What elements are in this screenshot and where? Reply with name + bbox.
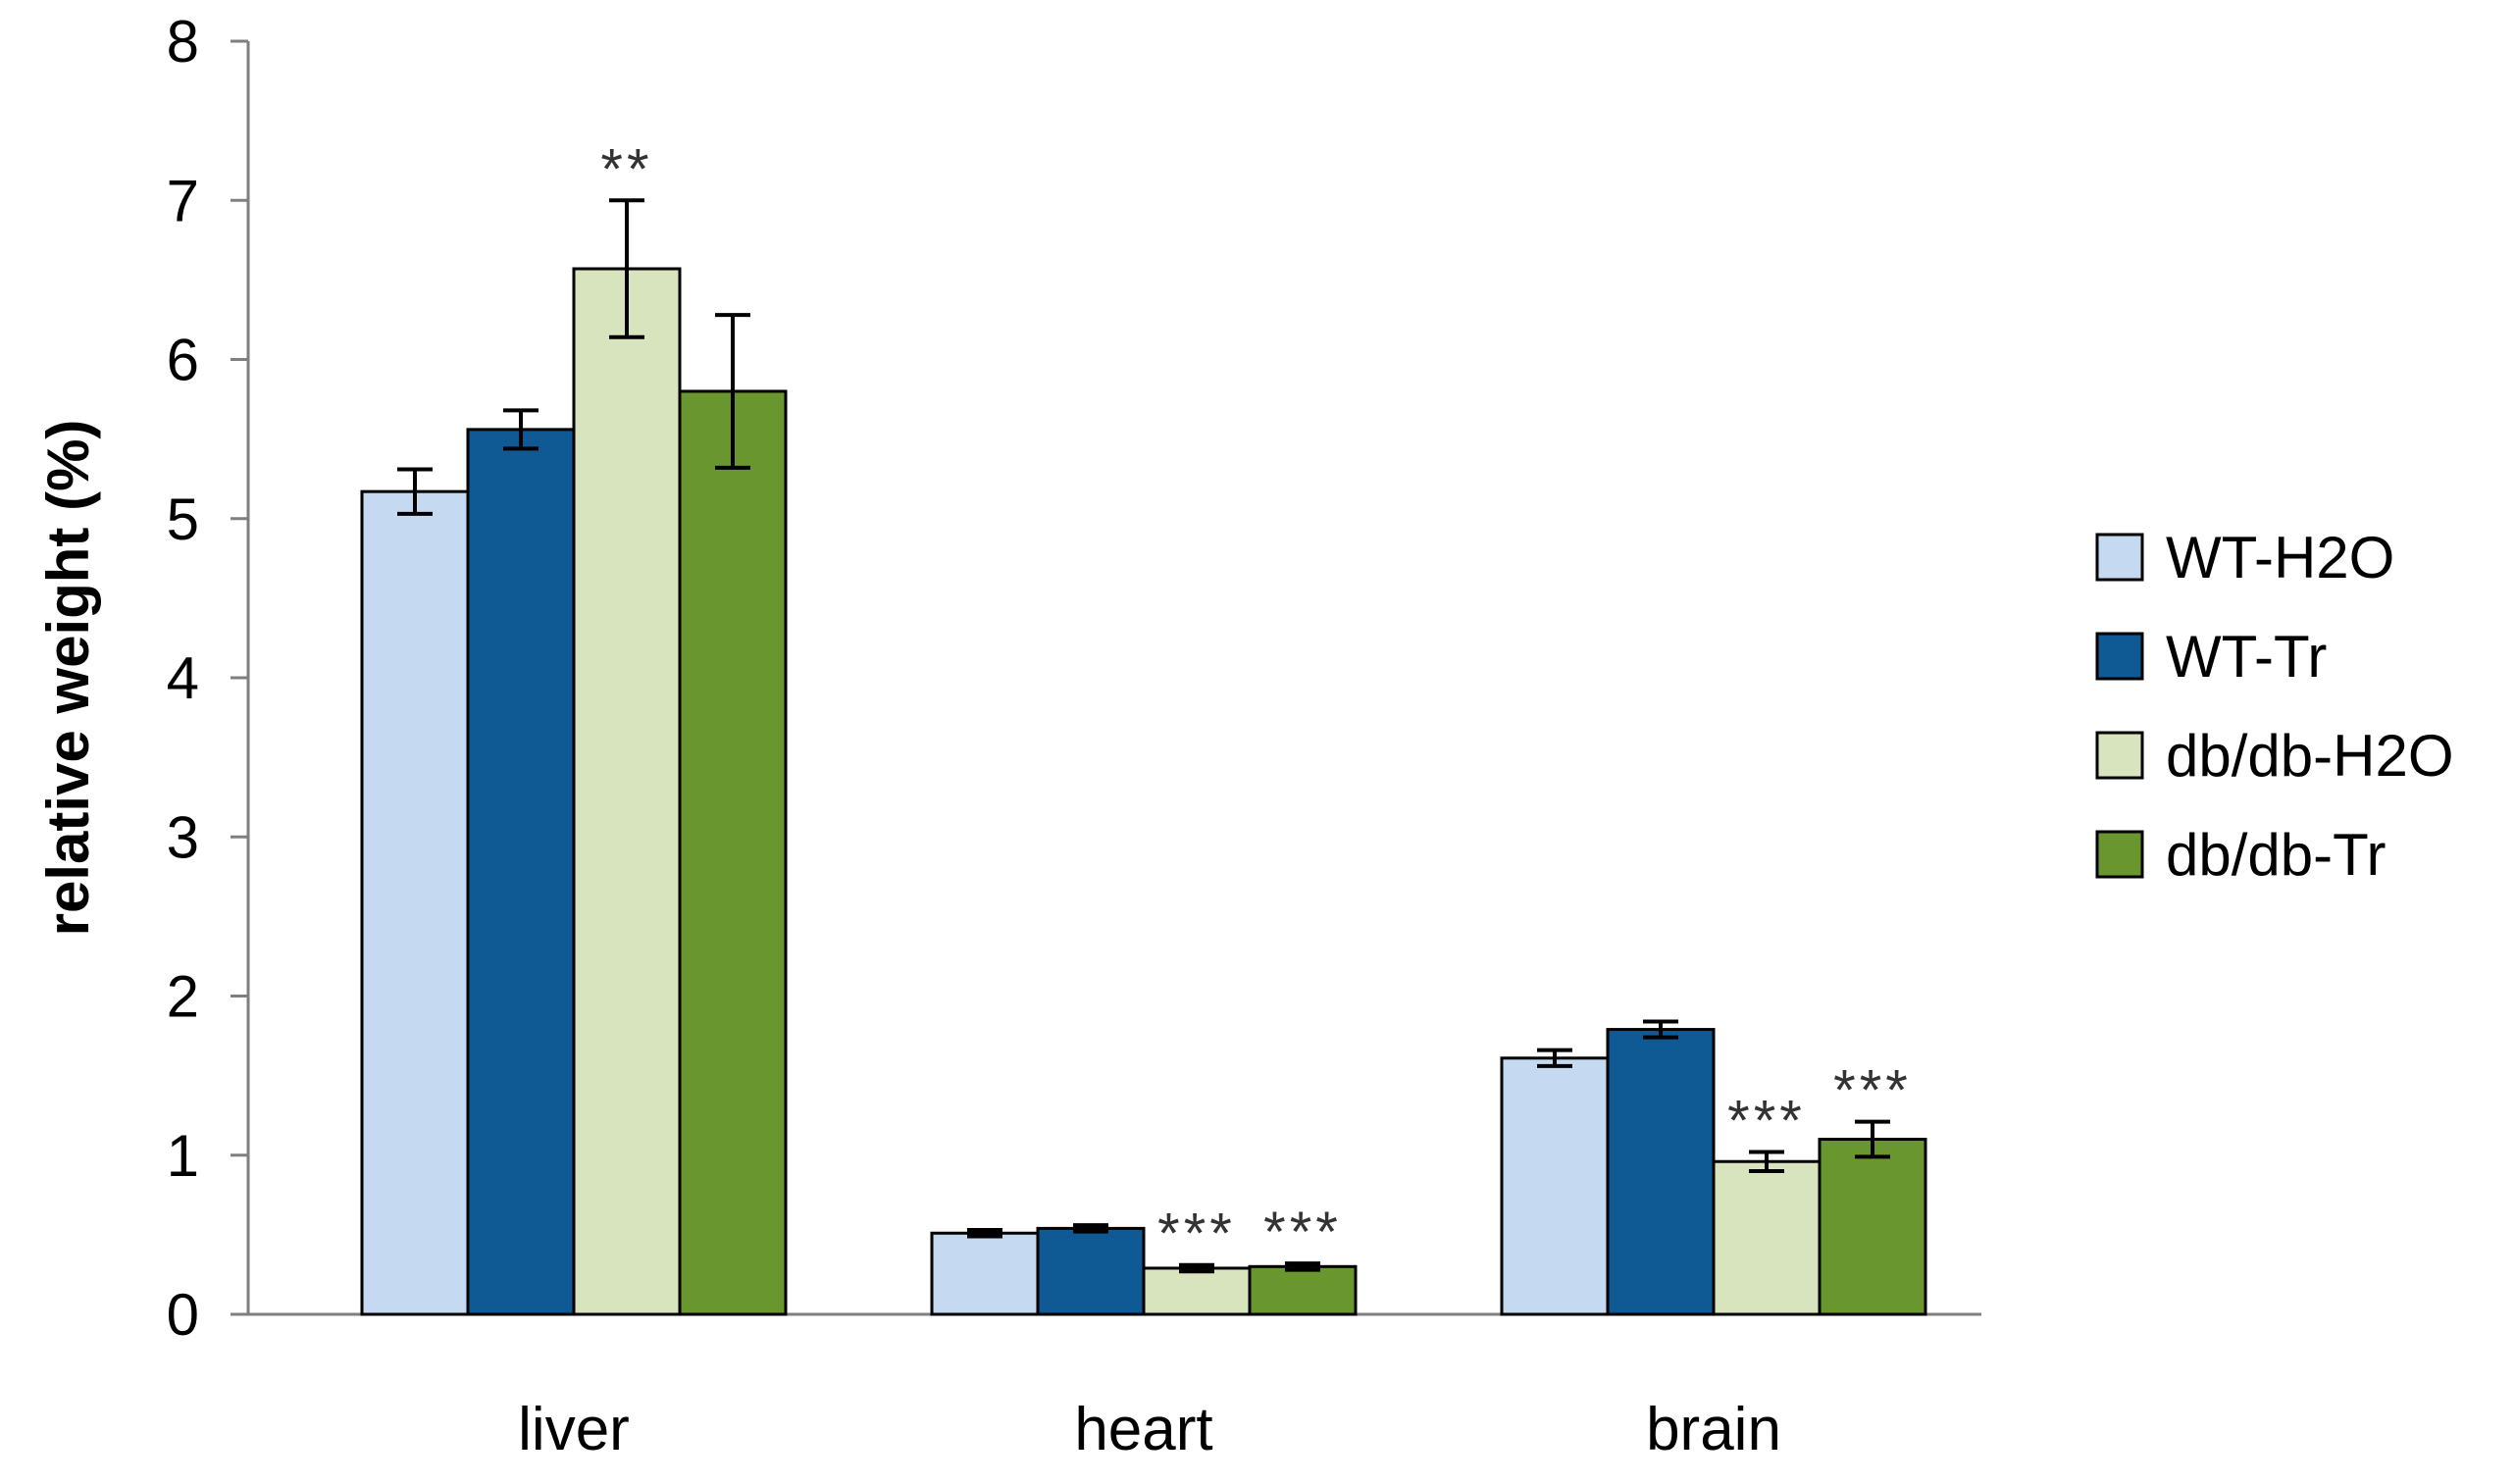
bar-liver-wt-tr [466, 428, 576, 1316]
y-tick-label: 2 [167, 964, 199, 1030]
legend-label: WT-H2O [2166, 525, 2394, 590]
y-tick-label: 4 [167, 645, 199, 711]
significance-annotation: *** [1727, 1090, 1806, 1153]
significance-annotation: *** [1157, 1203, 1236, 1266]
significance-annotation: *** [1263, 1201, 1342, 1264]
bar-liver-db-db-tr [678, 389, 788, 1316]
y-tick-label: 7 [167, 168, 199, 233]
y-tick-label: 8 [167, 9, 199, 75]
y-tick-label: 5 [167, 486, 199, 552]
y-axis-label: relative weight (%) [35, 420, 101, 937]
legend-swatch-db-db-h2o [2095, 731, 2144, 780]
bar-brain-db-db-tr [1818, 1138, 1927, 1316]
legend-swatch-db-db-tr [2095, 830, 2144, 879]
legend-swatch-wt-h2o [2095, 533, 2144, 582]
y-tick-label: 1 [167, 1123, 199, 1189]
legend-label: db/db-Tr [2166, 822, 2387, 888]
significance-annotation: *** [1833, 1059, 1912, 1123]
bar-brain-wt-tr [1606, 1028, 1716, 1316]
legend-swatch-wt-tr [2095, 632, 2144, 681]
y-tick-label: 3 [167, 804, 199, 870]
bar-brain-db-db-h2o [1712, 1159, 1822, 1316]
legend-label: db/db-H2O [2166, 723, 2454, 789]
legend-label: WT-Tr [2166, 624, 2327, 690]
bar-brain-wt-h2o [1500, 1056, 1610, 1316]
bar-heart-db-db-tr [1248, 1264, 1358, 1316]
y-tick-label: 0 [167, 1282, 199, 1348]
x-category-label: heart [1074, 1396, 1212, 1463]
x-category-label: liver [518, 1396, 630, 1463]
bar-liver-db-db-h2o [572, 267, 682, 1316]
bar-heart-db-db-h2o [1142, 1266, 1252, 1316]
x-category-label: brain [1646, 1396, 1781, 1463]
bar-heart-wt-h2o [930, 1231, 1040, 1316]
bar-liver-wt-h2o [360, 489, 470, 1316]
y-tick-label: 6 [167, 328, 199, 393]
bar-heart-wt-tr [1036, 1226, 1146, 1316]
significance-annotation: ** [600, 137, 652, 201]
